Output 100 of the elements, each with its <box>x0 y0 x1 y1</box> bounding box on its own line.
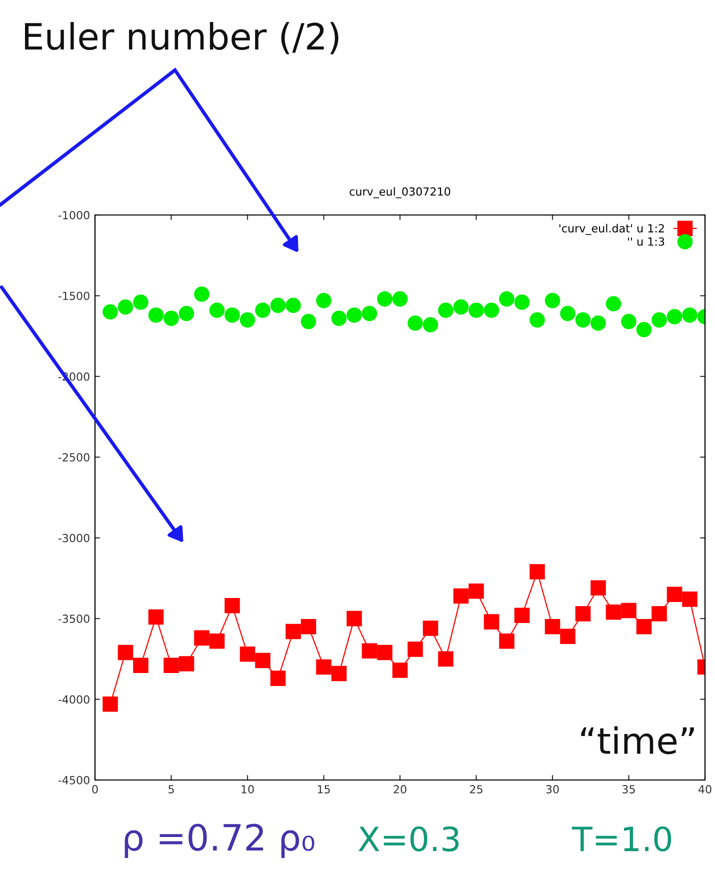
y-tick-label: -1500 <box>58 292 90 300</box>
point <box>652 606 667 622</box>
point <box>118 644 134 660</box>
point <box>575 606 591 622</box>
point <box>514 608 530 623</box>
point <box>270 670 286 686</box>
point <box>468 583 484 599</box>
point <box>133 294 148 310</box>
point <box>362 643 378 658</box>
point <box>377 291 392 307</box>
point <box>682 592 698 607</box>
point <box>164 310 179 326</box>
point <box>102 304 118 320</box>
point <box>300 314 316 330</box>
legend-label: '' u 1:3 <box>628 237 664 246</box>
point <box>240 312 256 328</box>
point <box>636 619 652 634</box>
point <box>453 299 469 315</box>
point <box>255 652 270 668</box>
y-tick-label: -2500 <box>58 453 90 462</box>
point <box>148 609 164 625</box>
point <box>544 619 560 634</box>
point <box>560 306 576 322</box>
legend-label: 'curv_eul.dat' u 1:2 <box>559 224 664 235</box>
point <box>240 646 256 662</box>
point <box>392 662 408 678</box>
point <box>392 291 408 307</box>
point <box>346 307 362 323</box>
point <box>606 296 622 312</box>
point <box>270 298 286 314</box>
x-tick-label: 35 <box>622 785 635 794</box>
point <box>666 586 682 602</box>
point <box>438 651 454 667</box>
x-tick-label: 0 <box>92 785 98 794</box>
point <box>224 307 240 323</box>
point <box>316 292 332 308</box>
x-tick-label: 5 <box>168 785 174 794</box>
annotation: “time” <box>581 726 694 754</box>
point <box>118 299 134 315</box>
point <box>575 312 591 328</box>
point <box>255 302 270 318</box>
point <box>377 644 392 660</box>
point <box>164 658 179 674</box>
text: ρ =0.72 ρ₀ <box>124 824 314 858</box>
point <box>560 628 576 644</box>
y-tick-label: -3500 <box>58 614 90 623</box>
point <box>652 312 667 328</box>
point <box>178 306 194 322</box>
y-tick-label: -4000 <box>58 695 90 704</box>
point <box>544 292 560 308</box>
x-tick-label: 10 <box>242 785 254 794</box>
point <box>194 630 210 646</box>
x-tick-label: 25 <box>470 785 482 794</box>
point <box>530 564 545 580</box>
point <box>362 306 378 322</box>
point <box>666 309 682 324</box>
point <box>331 310 347 326</box>
point <box>408 316 423 331</box>
point <box>209 302 225 318</box>
point <box>453 588 469 604</box>
point <box>530 312 545 328</box>
y-tick-label: -1000 <box>58 210 90 220</box>
point <box>590 316 606 331</box>
point <box>514 294 530 310</box>
point <box>286 624 301 640</box>
y-tick-label: -4500 <box>58 776 90 784</box>
point <box>621 602 636 618</box>
point <box>499 291 514 307</box>
x-tick-label: 20 <box>394 785 406 794</box>
point <box>316 659 332 675</box>
point <box>300 619 316 634</box>
chart-title: curv_eul_0307210 <box>350 187 450 198</box>
point <box>286 298 301 314</box>
point <box>484 614 500 630</box>
point <box>636 322 652 338</box>
point <box>422 317 438 332</box>
point <box>102 696 118 712</box>
text: T=1.0 <box>572 826 672 852</box>
point <box>209 634 225 649</box>
y-tick-label: -3000 <box>58 534 90 542</box>
point <box>484 302 500 318</box>
point <box>438 302 454 318</box>
point <box>499 634 514 649</box>
point <box>590 580 606 596</box>
point <box>178 656 194 672</box>
point <box>331 666 347 682</box>
point <box>408 642 423 657</box>
point <box>468 302 484 318</box>
point <box>606 604 622 620</box>
point <box>621 314 636 330</box>
point <box>148 307 164 323</box>
x-tick-label: 15 <box>318 785 330 794</box>
text: X=0.3 <box>358 826 459 852</box>
x-tick-label: 30 <box>546 785 559 794</box>
point <box>224 598 240 614</box>
point <box>422 620 438 636</box>
point <box>682 307 698 323</box>
text: Euler number (/2) <box>24 22 338 54</box>
point <box>133 658 148 674</box>
point <box>346 610 362 626</box>
